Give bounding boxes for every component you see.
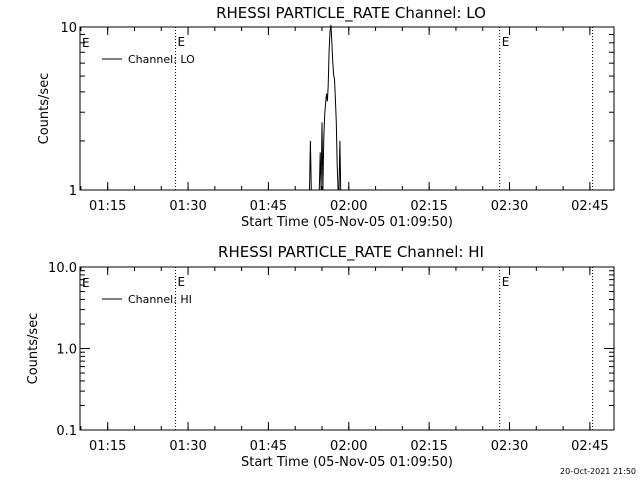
panel1-event-marker-label: E bbox=[502, 275, 510, 289]
panel1-y-tick-label: 1.0 bbox=[56, 343, 77, 358]
panel0-x-tick-label: 01:45 bbox=[250, 199, 287, 214]
panel1-start-marker-label: E bbox=[82, 276, 90, 290]
panel0-x-tick-label: 02:00 bbox=[330, 199, 367, 214]
panel1-x-axis-label: Start Time (05-Nov-05 01:09:50) bbox=[241, 455, 453, 470]
panel-lo: RHESSI PARTICLE_RATE Channel: LO 01:15 01:… bbox=[37, 4, 615, 230]
panel0-legend-label: Channel: LO bbox=[128, 53, 195, 66]
panel1-y-tick-label: 10.0 bbox=[48, 261, 77, 276]
panel0-x-tick-label: 02:15 bbox=[410, 199, 447, 214]
panel1-event-marker-label: E bbox=[178, 275, 186, 289]
panel1-y-axis-label: Counts/sec bbox=[26, 313, 41, 385]
panel0-axes-frame bbox=[79, 26, 615, 191]
panel0-title: RHESSI PARTICLE_RATE Channel: LO bbox=[216, 4, 486, 23]
panel0-x-tick-label: 01:30 bbox=[169, 199, 206, 214]
panel0-x-axis-label: Start Time (05-Nov-05 01:09:50) bbox=[241, 215, 453, 230]
panel1-x-tick-label: 01:30 bbox=[169, 439, 206, 454]
panel0-x-tick-label: 01:15 bbox=[89, 199, 126, 214]
panel1-x-tick-label: 02:00 bbox=[330, 439, 367, 454]
panel1-legend-label: Channel: HI bbox=[128, 293, 192, 306]
panel0-y-axis-label: Counts/sec bbox=[37, 73, 52, 145]
panel1-x-tick-label: 01:15 bbox=[89, 439, 126, 454]
panel0-y-tick-label: 10 bbox=[60, 21, 77, 36]
panel1-x-tick-label: 02:45 bbox=[571, 439, 608, 454]
panel1-axes-frame bbox=[79, 266, 615, 431]
panel1-y-tick-label: 0.1 bbox=[56, 424, 77, 439]
panel-hi: RHESSI PARTICLE_RATE Channel: HI 01:15 01:… bbox=[26, 243, 615, 470]
footer-timestamp: 20-Oct-2021 21:50 bbox=[560, 467, 636, 476]
panel0-event-marker-label: E bbox=[178, 35, 186, 49]
panel1-x-tick-label: 02:15 bbox=[410, 439, 447, 454]
panel0-x-tick-label: 02:30 bbox=[491, 199, 528, 214]
panel1-x-tick-label: 01:45 bbox=[250, 439, 287, 454]
panel1-title: RHESSI PARTICLE_RATE Channel: HI bbox=[218, 243, 484, 262]
panel0-event-marker-label: E bbox=[502, 35, 510, 49]
panel0-start-marker-label: E bbox=[82, 36, 90, 50]
panel0-y-tick-label: 1 bbox=[69, 184, 77, 199]
panel0-x-tick-label: 02:45 bbox=[571, 199, 608, 214]
panel1-x-tick-label: 02:30 bbox=[491, 439, 528, 454]
panel0-series-line bbox=[309, 24, 345, 191]
